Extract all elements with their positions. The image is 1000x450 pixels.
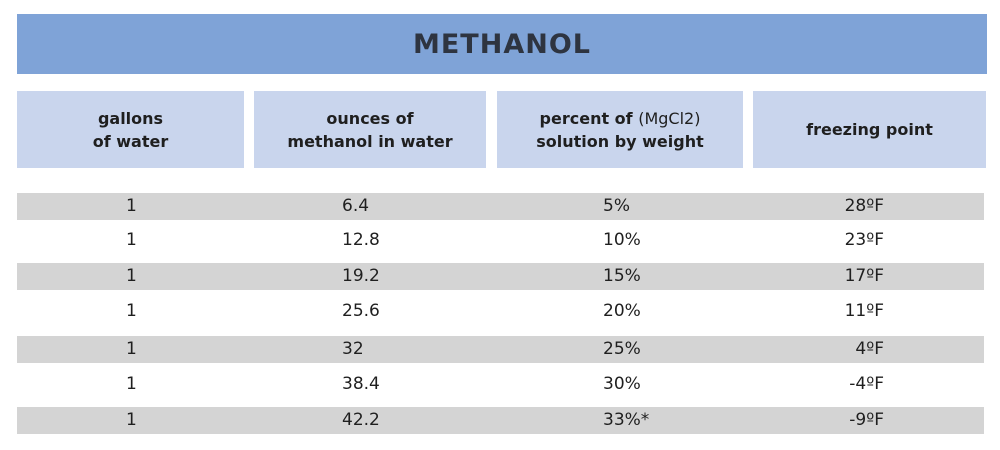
cell-ounces: 19.2 xyxy=(342,266,380,286)
cell-gallons: 1 xyxy=(126,410,137,430)
cell-gallons: 1 xyxy=(126,301,137,321)
cell-ounces: 38.4 xyxy=(342,374,380,394)
cell-percent: 20% xyxy=(603,301,641,321)
table-row: 1 32 25% 4ºF xyxy=(17,336,984,363)
cell-freezing: 28ºF xyxy=(844,196,884,216)
cell-ounces: 32 xyxy=(342,339,364,359)
cell-gallons: 1 xyxy=(126,230,137,250)
cell-percent: 10% xyxy=(603,230,641,250)
cell-percent: 5% xyxy=(603,196,630,216)
header-label: freezing point xyxy=(806,120,933,139)
header-label: solution by weight xyxy=(536,131,704,151)
table-row: 1 19.2 15% 17ºF xyxy=(17,263,984,290)
cell-gallons: 1 xyxy=(126,196,137,216)
header-label-paren: (MgCl2) xyxy=(638,108,701,128)
cell-gallons: 1 xyxy=(126,339,137,359)
header-ounces-of-methanol: ounces of methanol in water xyxy=(254,91,486,168)
cell-ounces: 12.8 xyxy=(342,230,380,250)
cell-freezing: 17ºF xyxy=(844,266,884,286)
cell-ounces: 25.6 xyxy=(342,301,380,321)
cell-freezing: 23ºF xyxy=(844,230,884,250)
cell-gallons: 1 xyxy=(126,266,137,286)
cell-freezing: 4ºF xyxy=(855,339,884,359)
table-row: 1 6.4 5% 28ºF xyxy=(17,193,984,220)
cell-ounces: 6.4 xyxy=(342,196,370,216)
table-row: 1 12.8 10% 23ºF xyxy=(17,227,984,254)
header-percent-solution: percent of (MgCl2) solution by weight xyxy=(497,91,743,168)
cell-percent: 25% xyxy=(603,339,641,359)
header-label: methanol in water xyxy=(287,131,453,151)
cell-gallons: 1 xyxy=(126,374,137,394)
table-row: 1 42.2 33%* -9ºF xyxy=(17,407,984,434)
header-freezing-point: freezing point xyxy=(753,91,986,168)
cell-freezing: -4ºF xyxy=(849,374,884,394)
table-row: 1 25.6 20% 11ºF xyxy=(17,298,984,325)
cell-ounces: 42.2 xyxy=(342,410,380,430)
header-label: percent of xyxy=(539,108,633,128)
cell-percent: 33%* xyxy=(603,410,650,430)
cell-freezing: -9ºF xyxy=(849,410,884,430)
table-title-bar: METHANOL xyxy=(17,14,987,74)
cell-freezing: 11ºF xyxy=(844,301,884,321)
table-title: METHANOL xyxy=(413,28,591,60)
header-label: gallons xyxy=(97,108,164,128)
table-row: 1 38.4 30% -4ºF xyxy=(17,371,984,398)
header-gallons-of-water: gallons of water xyxy=(17,91,244,168)
cell-percent: 30% xyxy=(603,374,641,394)
header-label: ounces of xyxy=(326,108,414,128)
cell-percent: 15% xyxy=(603,266,641,286)
header-label: of water xyxy=(92,131,169,151)
